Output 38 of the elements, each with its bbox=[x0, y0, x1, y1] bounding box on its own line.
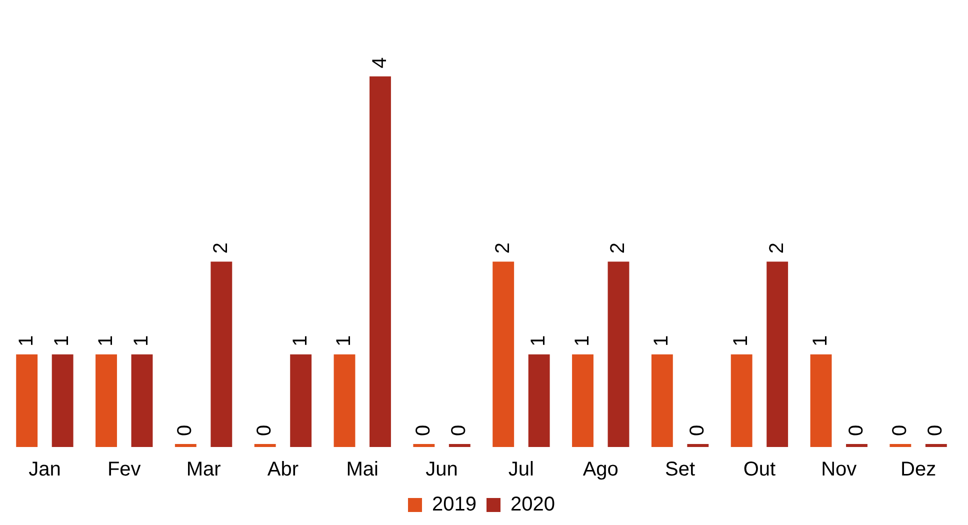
data-label: 1 bbox=[650, 335, 673, 346]
data-label: 0 bbox=[254, 424, 276, 436]
data-label: 1 bbox=[730, 335, 752, 346]
data-label: 1 bbox=[810, 335, 832, 346]
x-tick-label: Jul bbox=[508, 458, 534, 481]
data-label: 0 bbox=[845, 424, 868, 436]
x-tick-label: Jan bbox=[28, 458, 61, 481]
x-tick-label: Fev bbox=[107, 458, 141, 481]
data-label: 1 bbox=[333, 335, 356, 346]
data-label: 0 bbox=[448, 424, 470, 436]
legend-label: 2020 bbox=[510, 494, 555, 516]
x-tick-label: Nov bbox=[821, 458, 857, 481]
data-label: 4 bbox=[368, 57, 391, 68]
data-label: 1 bbox=[130, 335, 153, 346]
data-label: 0 bbox=[686, 424, 708, 436]
x-tick-label: Ago bbox=[582, 458, 618, 481]
data-label: 2 bbox=[766, 242, 788, 254]
x-tick-label: Jun bbox=[426, 458, 458, 481]
x-tick-label: Mai bbox=[346, 458, 378, 481]
data-label: 1 bbox=[94, 335, 117, 346]
x-tick-label: Mar bbox=[186, 458, 222, 481]
data-label: 1 bbox=[289, 335, 312, 346]
data-label: 0 bbox=[174, 424, 196, 436]
x-tick-label: Dez bbox=[900, 458, 936, 481]
data-label: 1 bbox=[51, 335, 74, 346]
data-label: 1 bbox=[571, 335, 594, 346]
data-label: 1 bbox=[528, 335, 550, 346]
data-label: 1 bbox=[15, 335, 38, 346]
x-tick-label: Set bbox=[665, 458, 696, 481]
data-label: 0 bbox=[924, 424, 947, 436]
x-tick-label: Out bbox=[743, 458, 776, 481]
data-label: 2 bbox=[492, 242, 514, 254]
data-label: 2 bbox=[210, 242, 232, 254]
x-tick-label: Abr bbox=[267, 458, 299, 481]
legend-label: 2019 bbox=[432, 494, 477, 516]
data-label: 2 bbox=[607, 242, 630, 254]
data-label: 0 bbox=[412, 424, 434, 436]
data-label: 0 bbox=[888, 424, 911, 436]
